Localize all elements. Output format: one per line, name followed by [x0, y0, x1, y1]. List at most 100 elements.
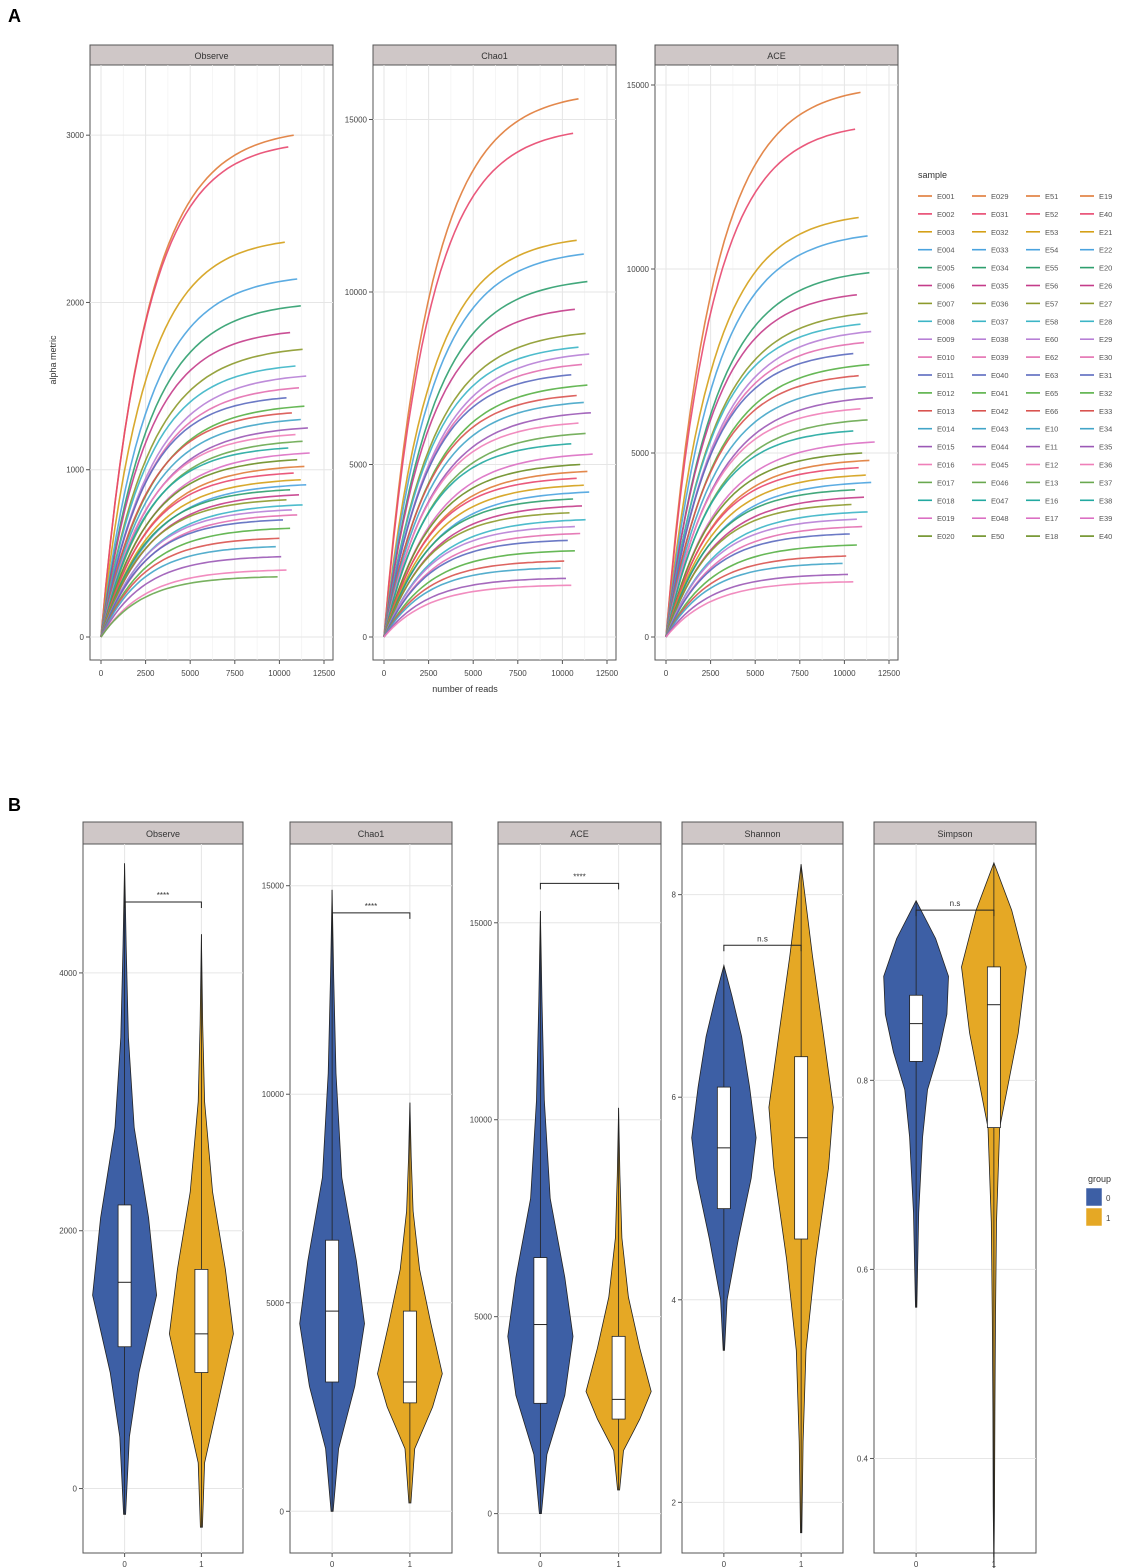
rarefaction-curve	[100, 397, 287, 638]
x-tick-label: 10000	[551, 669, 574, 678]
rarefaction-curve	[665, 466, 859, 638]
x-tick-label: 0	[382, 669, 387, 678]
rarefaction-curve	[383, 239, 577, 638]
rarefaction-curve	[100, 305, 301, 638]
y-tick-label: 15000	[627, 81, 650, 90]
legend-label: E005	[937, 264, 955, 273]
legend-label: E53	[1045, 228, 1058, 237]
legend-label: E012	[937, 389, 955, 398]
rarefaction-curve	[383, 584, 572, 638]
rarefaction-curve	[383, 560, 565, 638]
legend-label: E31	[1099, 371, 1112, 380]
legend-label: E004	[937, 246, 955, 255]
rarefaction-curve	[100, 412, 292, 638]
y-tick-label: 15000	[345, 116, 368, 125]
rarefaction-curve	[100, 527, 291, 638]
y-tick-label: 6	[672, 1093, 677, 1102]
legend-label: E044	[991, 443, 1009, 452]
y-axis-title: alpha metric	[48, 335, 58, 385]
boxplot-box	[794, 1056, 809, 1240]
rarefaction-curve	[100, 499, 287, 638]
rarefaction-curve	[100, 146, 289, 638]
y-tick-label: 2000	[59, 1227, 77, 1236]
y-tick-label: 0.6	[857, 1265, 869, 1274]
legend-label: E16	[1045, 496, 1058, 505]
rarefaction-curve	[100, 484, 307, 638]
y-tick-label: 2	[672, 1498, 677, 1507]
legend-label: E10	[1045, 425, 1058, 434]
legend-label: E37	[1099, 478, 1112, 487]
legend-label: E013	[937, 407, 955, 416]
legend-label: E014	[937, 425, 955, 434]
y-tick-label: 8	[672, 891, 677, 900]
legend-label: E52	[1045, 210, 1058, 219]
panel-a-facet-chao1: Chao1 0 2500 5000 7500 10000 12500 0 5000 10000 15…	[345, 44, 619, 678]
plot-frame	[372, 64, 617, 661]
legend-label: E045	[991, 461, 1009, 470]
rarefaction-curve	[665, 562, 843, 638]
legend-label: E13	[1045, 478, 1058, 487]
rarefaction-curve	[100, 569, 287, 638]
significance-bracket	[331, 912, 411, 919]
boxplot-box	[117, 1204, 132, 1348]
rarefaction-curve	[100, 241, 285, 638]
y-tick-label: 5000	[631, 449, 649, 458]
y-tick-label: 5000	[474, 1313, 492, 1322]
legend-label: E63	[1045, 371, 1058, 380]
legend-label: E018	[937, 496, 955, 505]
facet-strip-label: Observe	[194, 51, 228, 61]
rarefaction-curve	[100, 365, 296, 638]
legend-label: E50	[991, 532, 1004, 541]
x-tick-label: 0	[538, 1560, 543, 1568]
rarefaction-curve	[665, 503, 852, 638]
legend-label: E020	[937, 532, 955, 541]
rarefaction-curve	[383, 394, 577, 638]
facet-strip-label: Simpson	[937, 829, 972, 839]
rarefaction-curve	[100, 433, 296, 638]
legend-label: E18	[1045, 532, 1058, 541]
rarefaction-curve	[100, 479, 301, 638]
legend-label: E047	[991, 496, 1009, 505]
legend-label: E039	[991, 353, 1009, 362]
x-tick-label: 1	[199, 1560, 204, 1568]
rarefaction-curve	[665, 128, 856, 638]
y-tick-label: 3000	[66, 131, 84, 140]
legend-label: E40	[1099, 210, 1112, 219]
y-tick-label: 0.8	[857, 1076, 869, 1085]
rarefaction-curve	[100, 519, 284, 638]
rarefaction-curve	[383, 512, 570, 638]
rarefaction-curve	[665, 294, 857, 638]
x-tick-label: 12500	[596, 669, 619, 678]
y-tick-label: 0.4	[857, 1454, 869, 1463]
legend-swatch-group-0	[1085, 1187, 1103, 1207]
rarefaction-curve	[665, 323, 861, 638]
legend-swatch-group-1	[1085, 1207, 1103, 1227]
facet-strip-label: Chao1	[358, 829, 385, 839]
facet-strip-label: Shannon	[744, 829, 780, 839]
legend-label: E040	[991, 371, 1009, 380]
rarefaction-curve	[100, 472, 294, 638]
rarefaction-curve	[383, 498, 574, 638]
legend-label: E019	[937, 514, 955, 523]
rarefaction-curve	[383, 477, 577, 638]
legend-label: E29	[1099, 335, 1112, 344]
rarefaction-curve	[383, 253, 584, 638]
panel-b-label: B	[8, 795, 21, 815]
legend-label: E032	[991, 228, 1009, 237]
plot-frame	[89, 64, 334, 661]
rarefaction-curve	[665, 452, 863, 638]
rarefaction-curve	[383, 539, 568, 638]
legend-label: E51	[1045, 192, 1058, 201]
rarefaction-curve	[100, 545, 276, 638]
significance-bracket	[915, 909, 995, 917]
legend-label: E031	[991, 210, 1009, 219]
significance-bracket	[124, 901, 202, 909]
x-tick-label: 0	[330, 1560, 335, 1568]
rarefaction-curve	[100, 458, 298, 638]
panel-a-facet-ace: ACE 0 2500 5000 7500 10000 12500 0 5000 10000 1500…	[627, 44, 901, 678]
legend-label: E35	[1099, 443, 1112, 452]
rarefaction-curve	[383, 401, 584, 638]
y-tick-label: 10000	[470, 1116, 493, 1125]
rarefaction-curve	[383, 518, 586, 638]
rarefaction-curve	[665, 235, 868, 638]
